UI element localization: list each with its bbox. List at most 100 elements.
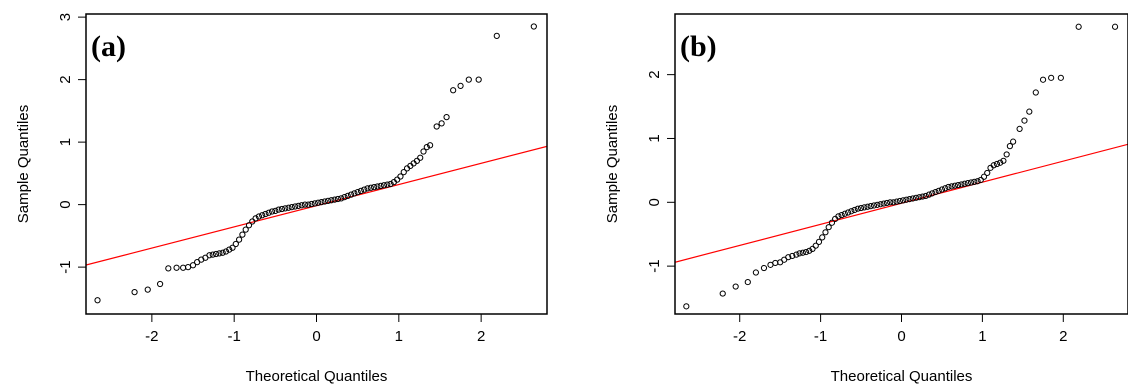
x-tick-label: -1 — [814, 328, 827, 345]
sample-point — [216, 250, 223, 257]
sample-point — [189, 262, 197, 269]
sample-point — [394, 176, 401, 183]
sample-point — [212, 250, 220, 258]
sample-point — [530, 23, 537, 30]
sample-point — [945, 183, 952, 191]
y-axis-title: Sample Quantiles — [604, 105, 621, 223]
y-tick-label: 0 — [646, 198, 663, 206]
sample-point — [744, 278, 751, 286]
sample-point — [1003, 151, 1010, 158]
sample-point — [420, 148, 427, 155]
sample-point — [977, 176, 984, 184]
sample-point — [242, 226, 249, 233]
sample-point — [371, 184, 378, 191]
sample-point — [851, 206, 858, 214]
sample-point — [971, 178, 978, 185]
sample-point — [374, 183, 381, 190]
sample-point — [932, 188, 939, 196]
sample-point — [961, 180, 968, 187]
sample-point — [387, 180, 394, 188]
y-tick-label: 2 — [646, 70, 663, 78]
sample-point — [423, 144, 430, 151]
sample-point — [180, 264, 187, 271]
sample-point — [328, 197, 335, 204]
sample-point — [903, 196, 910, 203]
sample-point — [305, 201, 312, 208]
sample-point — [384, 181, 391, 188]
sample-point — [1111, 23, 1119, 30]
sample-point — [341, 194, 348, 201]
sample-point — [156, 280, 164, 288]
sample-point — [806, 247, 813, 254]
sample-point — [990, 162, 997, 169]
sample-point — [929, 190, 936, 197]
sample-point — [361, 186, 368, 193]
sample-point — [841, 210, 848, 217]
sample-point — [457, 82, 464, 89]
sample-point — [877, 201, 884, 208]
sample-point — [318, 199, 325, 206]
sample-point — [919, 193, 926, 200]
sample-point — [942, 185, 949, 192]
x-tick-label: -2 — [145, 328, 158, 345]
sample-point — [417, 154, 424, 161]
panel-label: (a) — [91, 30, 126, 63]
sample-point — [262, 210, 269, 218]
sample-point — [144, 286, 151, 293]
sample-point — [1032, 89, 1039, 96]
sample-point — [252, 215, 259, 222]
sample-point — [324, 197, 332, 204]
sample-point — [331, 196, 338, 203]
x-tick-label: 2 — [477, 328, 485, 345]
sample-point — [493, 32, 500, 39]
sample-point — [357, 187, 365, 194]
sample-point — [165, 265, 172, 272]
sample-point — [131, 289, 138, 296]
sample-point — [848, 208, 855, 215]
sample-point — [890, 199, 897, 206]
sample-point — [315, 199, 322, 206]
sample-point — [883, 199, 891, 207]
sample-point — [809, 245, 816, 252]
sample-point — [206, 252, 213, 259]
sample-points — [94, 23, 537, 304]
sample-point — [282, 205, 289, 212]
sample-point — [364, 185, 371, 192]
sample-point — [427, 142, 434, 149]
sample-point — [265, 209, 272, 216]
sample-point — [845, 209, 852, 216]
sample-point — [1000, 157, 1007, 164]
sample-point — [295, 202, 302, 209]
sample-point — [311, 200, 318, 207]
sample-point — [1016, 125, 1023, 132]
sample-point — [438, 120, 445, 127]
y-tick-label: -1 — [646, 259, 663, 272]
sample-point — [719, 290, 726, 297]
sample-point — [793, 251, 800, 258]
sample-point — [291, 203, 299, 210]
sample-point — [1010, 138, 1017, 145]
sample-point — [835, 213, 842, 220]
sample-point — [94, 297, 101, 304]
sample-point — [239, 231, 246, 238]
sample-point — [825, 224, 832, 231]
sample-point — [861, 204, 868, 211]
sample-point — [465, 76, 472, 83]
sample-point — [249, 218, 256, 225]
sample-point — [278, 205, 286, 213]
sample-point — [900, 197, 907, 204]
sample-point — [916, 194, 923, 201]
sample-point — [854, 205, 861, 212]
sample-point — [232, 240, 239, 248]
sample-point — [683, 303, 690, 310]
sample-point — [298, 202, 305, 209]
sample-point — [400, 169, 407, 176]
sample-point — [828, 219, 836, 226]
sample-point — [245, 222, 253, 229]
sample-point — [752, 269, 759, 276]
sample-point — [308, 200, 315, 208]
qq-panel-b: -2 -1 0 1 2 -1 0 1 2 Theoretical Quantiles Sample … — [604, 13, 1128, 385]
x-tick-label: -1 — [228, 328, 241, 345]
sample-point — [958, 181, 965, 188]
y-tick-label: 3 — [57, 13, 74, 21]
